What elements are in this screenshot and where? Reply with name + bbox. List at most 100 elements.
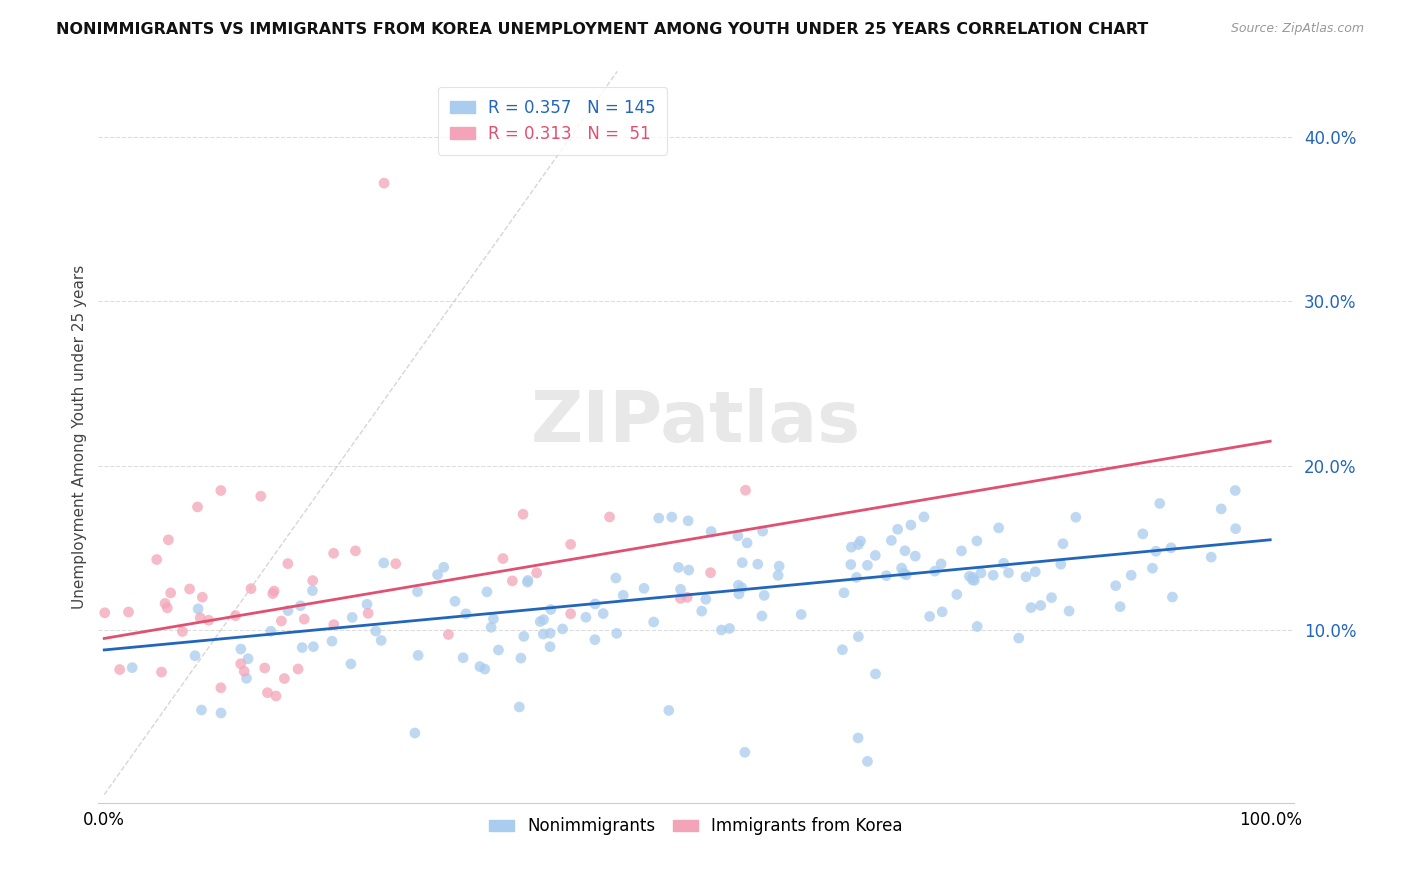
Point (406, 584, 429, 599)
Point (209, 681, 232, 695)
Point (839, 558, 862, 572)
Point (904, 549, 927, 563)
Point (340, 610, 363, 624)
Point (1161, 590, 1184, 604)
Point (225, 608, 247, 623)
Point (256, 686, 278, 700)
Point (700, 524, 723, 539)
Point (560, 537, 582, 551)
Point (676, 591, 699, 605)
Point (957, 569, 980, 583)
Point (1132, 526, 1154, 541)
Point (117, 605, 139, 619)
Point (658, 703, 681, 717)
Point (831, 642, 853, 657)
Point (1057, 604, 1080, 618)
Point (191, 590, 214, 604)
Point (482, 612, 505, 626)
Point (946, 587, 969, 601)
Point (253, 661, 276, 675)
Point (997, 566, 1019, 580)
Point (856, 558, 879, 573)
Point (1040, 591, 1063, 605)
Point (512, 507, 534, 521)
Point (373, 176, 395, 190)
Point (893, 566, 915, 580)
Point (513, 629, 536, 643)
Point (235, 671, 257, 685)
Point (734, 745, 756, 759)
Point (492, 551, 515, 566)
Point (277, 557, 299, 571)
Point (260, 624, 283, 639)
Point (287, 662, 309, 676)
Point (433, 560, 456, 574)
Point (966, 533, 988, 548)
Point (373, 556, 395, 570)
Point (728, 587, 751, 601)
Point (188, 611, 211, 625)
Point (678, 563, 700, 577)
Point (156, 600, 179, 615)
Point (531, 627, 554, 641)
Point (966, 619, 988, 633)
Point (845, 570, 868, 584)
Point (846, 731, 869, 745)
Point (754, 589, 776, 603)
Point (747, 557, 769, 571)
Point (273, 672, 295, 686)
Point (1225, 522, 1247, 536)
Point (121, 660, 143, 674)
Point (727, 529, 749, 543)
Point (1105, 579, 1128, 593)
Point (229, 642, 252, 657)
Point (695, 592, 717, 607)
Point (894, 543, 917, 558)
Point (875, 568, 897, 582)
Point (1064, 510, 1087, 524)
Point (145, 552, 167, 566)
Point (880, 533, 903, 548)
Text: Source: ZipAtlas.com: Source: ZipAtlas.com (1230, 22, 1364, 36)
Point (236, 651, 259, 665)
Point (606, 626, 628, 640)
Point (150, 665, 173, 679)
Point (731, 581, 754, 595)
Point (322, 546, 344, 560)
Point (1160, 541, 1182, 555)
Point (184, 648, 207, 663)
Point (643, 615, 665, 629)
Point (751, 609, 773, 624)
Point (1049, 558, 1071, 572)
Point (1149, 496, 1171, 510)
Point (987, 521, 1010, 535)
Point (718, 622, 741, 636)
Point (669, 582, 692, 597)
Point (451, 650, 474, 665)
Point (190, 703, 212, 717)
Point (406, 648, 429, 663)
Point (918, 609, 941, 624)
Point (1199, 550, 1222, 565)
Point (633, 582, 655, 596)
Point (538, 626, 561, 640)
Point (263, 584, 285, 599)
Point (270, 614, 292, 628)
Point (526, 566, 548, 580)
Point (321, 634, 343, 648)
Point (172, 624, 194, 639)
Point (841, 540, 863, 554)
Point (612, 588, 634, 602)
Point (468, 659, 491, 673)
Point (302, 640, 325, 654)
Point (963, 574, 986, 588)
Point (233, 665, 256, 679)
Point (291, 640, 314, 655)
Point (560, 607, 582, 621)
Point (444, 594, 467, 608)
Point (540, 602, 562, 616)
Point (669, 591, 692, 606)
Point (508, 700, 530, 714)
Point (357, 607, 380, 621)
Point (1121, 568, 1143, 582)
